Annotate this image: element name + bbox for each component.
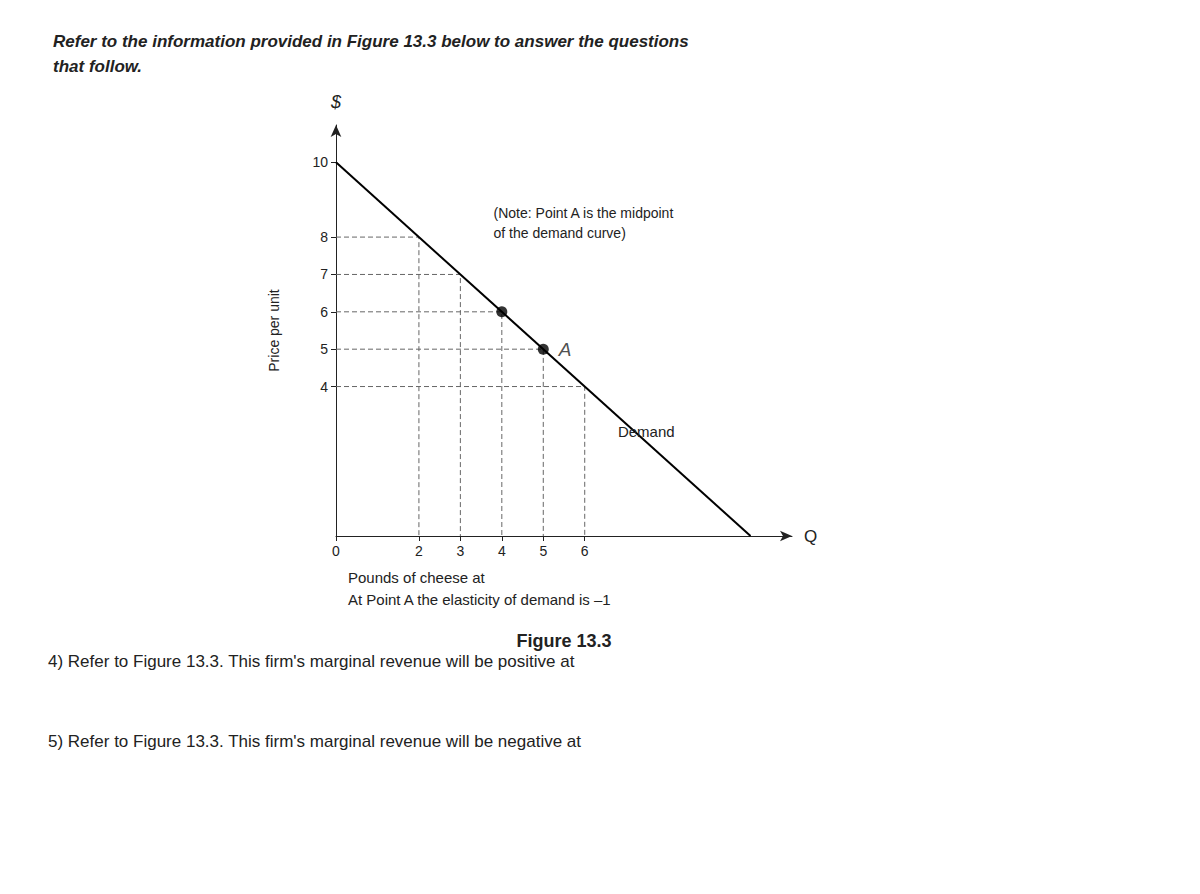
svg-text:of the demand curve): of the demand curve) <box>494 225 626 241</box>
svg-text:A: A <box>558 339 572 360</box>
svg-text:At Point A the elasticity of d: At Point A the elasticity of demand is –… <box>348 591 611 608</box>
svg-text:6: 6 <box>320 304 328 320</box>
svg-text:$: $ <box>330 92 342 112</box>
svg-text:Figure 13.3: Figure 13.3 <box>516 631 611 651</box>
svg-text:10: 10 <box>312 154 328 170</box>
svg-text:Demand: Demand <box>618 423 675 440</box>
svg-text:8: 8 <box>320 229 328 245</box>
svg-text:4: 4 <box>498 543 506 559</box>
svg-text:2: 2 <box>415 543 423 559</box>
svg-text:6: 6 <box>581 543 589 559</box>
svg-text:4) Refer to Figure 13.3. This: 4) Refer to Figure 13.3. This firm's mar… <box>48 652 575 671</box>
svg-text:4: 4 <box>320 379 328 395</box>
svg-text:Refer to the information provi: Refer to the information provided in Fig… <box>53 32 689 51</box>
svg-text:Q: Q <box>804 527 817 546</box>
svg-text:that follow.: that follow. <box>53 57 142 76</box>
svg-text:5: 5 <box>320 341 328 357</box>
svg-text:3: 3 <box>456 543 464 559</box>
svg-text:5: 5 <box>539 543 547 559</box>
svg-text:Pounds of cheese at: Pounds of cheese at <box>348 569 486 586</box>
svg-text:5) Refer to Figure 13.3. This: 5) Refer to Figure 13.3. This firm's mar… <box>48 732 581 751</box>
svg-text:Price per unit: Price per unit <box>266 289 282 372</box>
svg-text:0: 0 <box>332 543 340 559</box>
svg-text:(Note: Point A is the midpoint: (Note: Point A is the midpoint <box>494 205 674 221</box>
svg-text:7: 7 <box>320 266 328 282</box>
